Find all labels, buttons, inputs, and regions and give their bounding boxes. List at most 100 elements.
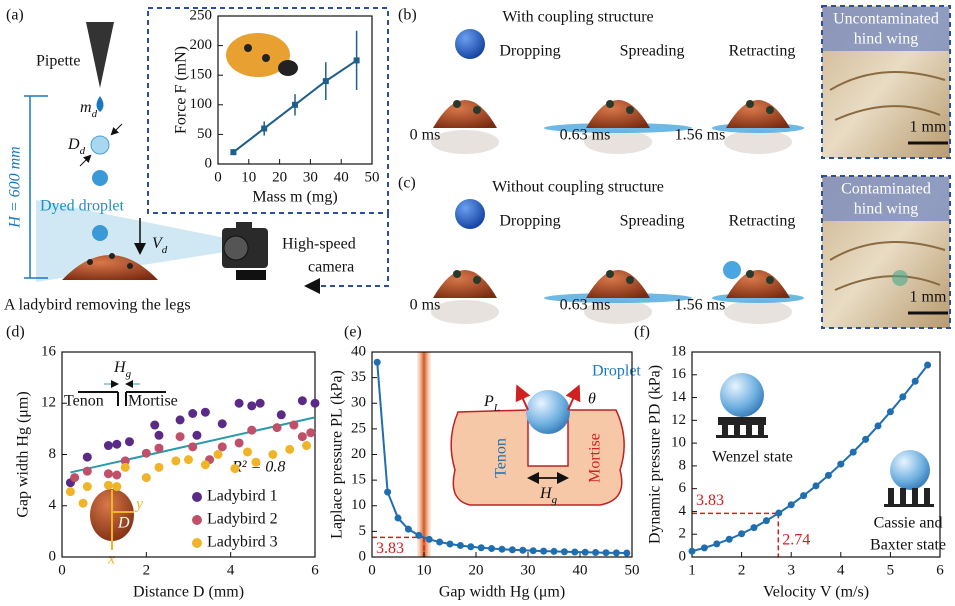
data-point	[289, 421, 298, 430]
x-axis-label: Mass m (mg)	[252, 189, 337, 206]
droplet-photo	[455, 199, 485, 229]
data-point	[426, 536, 433, 543]
x-tick-label: 40	[334, 169, 349, 185]
label: Wenzel state	[712, 449, 793, 466]
data-point	[862, 436, 869, 443]
x-tick-label: 0	[58, 562, 66, 578]
spot	[746, 270, 754, 278]
data-point	[247, 426, 256, 435]
spot	[766, 106, 774, 114]
reflection	[724, 300, 792, 324]
data-point	[436, 539, 443, 546]
y-tick-label: 4	[679, 503, 687, 519]
y-tick-label: 100	[190, 96, 213, 112]
scale-label: 1 mm	[910, 119, 947, 136]
data-point	[924, 361, 931, 368]
legend-marker	[192, 515, 202, 525]
data-point	[887, 408, 894, 415]
y-tick-label: 0	[49, 548, 57, 564]
panel-label: (a)	[6, 7, 24, 24]
y-tick-label: 10	[671, 435, 686, 451]
stain	[892, 270, 908, 286]
data-point	[837, 461, 844, 468]
data-point	[112, 440, 121, 449]
data-point	[457, 542, 464, 549]
label: Pipette	[36, 53, 80, 70]
data-point	[285, 445, 294, 454]
label: Tenon	[64, 393, 104, 410]
data-point	[292, 102, 298, 108]
time-label: 1.56 ms	[675, 297, 726, 314]
drop	[92, 225, 108, 241]
x-tick-label: 0	[214, 169, 222, 185]
x-tick-label: 50	[365, 169, 380, 185]
data-point	[298, 432, 307, 441]
label: H = 600 mm	[7, 146, 24, 228]
data-point	[571, 549, 578, 556]
ladybird-photo	[433, 270, 497, 298]
stage-label: Spreading	[620, 43, 685, 60]
schematic-f: Wenzel state Cassie and Baxter state	[712, 373, 946, 554]
panel-label: (e)	[344, 324, 362, 341]
legend-marker	[192, 492, 202, 502]
y-tick-label: 15	[351, 472, 366, 488]
data-point	[488, 545, 495, 552]
y-tick-label: 0	[205, 155, 213, 171]
y-tick-label: 8	[679, 457, 687, 473]
data-point	[395, 515, 402, 522]
y-tick-label: 18	[671, 343, 686, 359]
data-point	[83, 453, 92, 462]
x-tick-label: 6	[311, 562, 319, 578]
data-point	[150, 421, 159, 430]
drop	[92, 170, 108, 186]
time-label: 1.56 ms	[675, 127, 726, 144]
caption: A ladybird removing the legs	[4, 297, 191, 314]
data-point	[384, 489, 391, 496]
ladybird-photo	[586, 100, 650, 128]
label: Dd	[67, 136, 86, 157]
spot	[626, 106, 634, 114]
photo-panels: With coupling structureDroppingSpreading…	[410, 6, 950, 328]
label: camera	[308, 259, 354, 276]
wing-label: Uncontaminated	[833, 11, 939, 28]
data-point	[188, 409, 197, 418]
data-point	[825, 472, 832, 479]
data-point	[323, 78, 329, 84]
guide-label: 3.83	[376, 540, 404, 557]
y-tick-label: 0	[679, 548, 687, 564]
y-tick-label: 5	[359, 523, 367, 539]
wing-label: hind wing	[854, 201, 918, 218]
data-point	[104, 469, 113, 478]
data-point	[751, 524, 758, 531]
data-point	[374, 359, 381, 366]
y-tick-label: 35	[351, 369, 366, 385]
guide-label: 2.74	[782, 532, 810, 549]
legend-label: Ladybird 2	[207, 511, 278, 528]
data-point	[154, 431, 163, 440]
data-point	[875, 422, 882, 429]
x-tick-label: 10	[241, 169, 256, 185]
y-tick-label: 8	[49, 446, 57, 462]
label: Droplet	[592, 363, 641, 380]
x-tick-label: 4	[227, 562, 235, 578]
reflection	[431, 300, 499, 324]
data-point	[176, 415, 185, 424]
data-point	[813, 482, 820, 489]
x-axis-label: Gap width Hg (μm)	[439, 584, 565, 601]
y-tick-label: 0	[359, 548, 367, 564]
data-point	[582, 549, 589, 556]
y-tick-label: 12	[671, 412, 686, 428]
data-point	[104, 481, 113, 490]
data-point	[230, 464, 239, 473]
data-point	[247, 401, 256, 410]
reflection	[431, 130, 499, 154]
data-point	[551, 548, 558, 555]
data-point	[125, 437, 134, 446]
x-tick-label: 30	[303, 169, 318, 185]
y-tick-label: 200	[190, 37, 213, 53]
data-point	[713, 540, 720, 547]
data-point	[251, 458, 260, 467]
x-tick-label: 2	[143, 562, 151, 578]
reflection	[724, 130, 792, 154]
data-point	[298, 396, 307, 405]
